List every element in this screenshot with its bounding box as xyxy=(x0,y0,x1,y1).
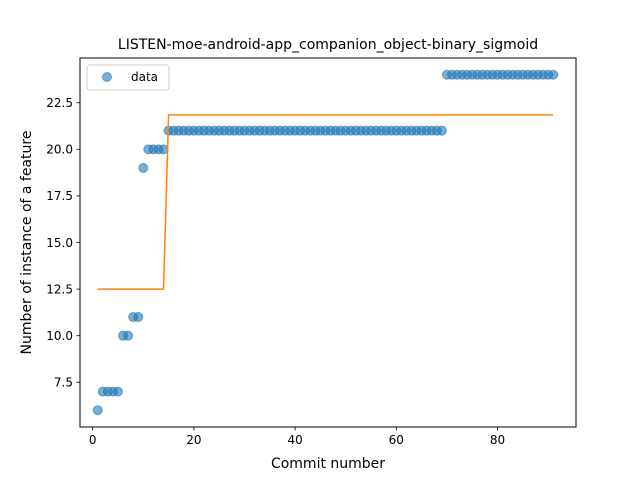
x-tick-label: 0 xyxy=(89,433,97,447)
legend-label-data: data xyxy=(131,70,158,84)
fit-line xyxy=(97,114,554,290)
data-point xyxy=(112,386,123,397)
x-tick-label: 20 xyxy=(186,433,201,447)
data-point xyxy=(158,144,169,155)
y-tick-label: 20.0 xyxy=(46,143,73,157)
data-point xyxy=(548,69,559,80)
data-point xyxy=(436,125,447,136)
data-point xyxy=(133,312,144,323)
x-tick-label: 40 xyxy=(287,433,302,447)
y-tick-label: 12.5 xyxy=(46,282,73,296)
data-point xyxy=(92,405,103,416)
x-axis-ticks: 0 20 40 60 80 xyxy=(89,427,505,447)
y-tick-label: 17.5 xyxy=(46,189,73,203)
data-point xyxy=(123,330,134,341)
y-tick-label: 7.5 xyxy=(54,376,73,390)
y-tick-label: 15.0 xyxy=(46,236,73,250)
y-tick-label: 22.5 xyxy=(46,96,73,110)
y-axis-ticks: 7.5 10.0 12.5 15.0 17.5 20.0 22.5 xyxy=(46,96,80,390)
chart-title: LISTEN-moe-android-app_companion_object-… xyxy=(118,37,538,53)
legend: data xyxy=(86,64,170,91)
x-axis-label: Commit number xyxy=(271,456,385,472)
legend-box xyxy=(86,64,170,91)
y-axis-label: Number of instance of a feature xyxy=(19,131,35,355)
y-tick-label: 10.0 xyxy=(46,329,73,343)
data-point xyxy=(138,162,149,173)
plot-marks xyxy=(92,69,559,416)
x-tick-label: 60 xyxy=(389,433,404,447)
x-tick-label: 80 xyxy=(490,433,505,447)
legend-marker-data xyxy=(102,72,112,82)
